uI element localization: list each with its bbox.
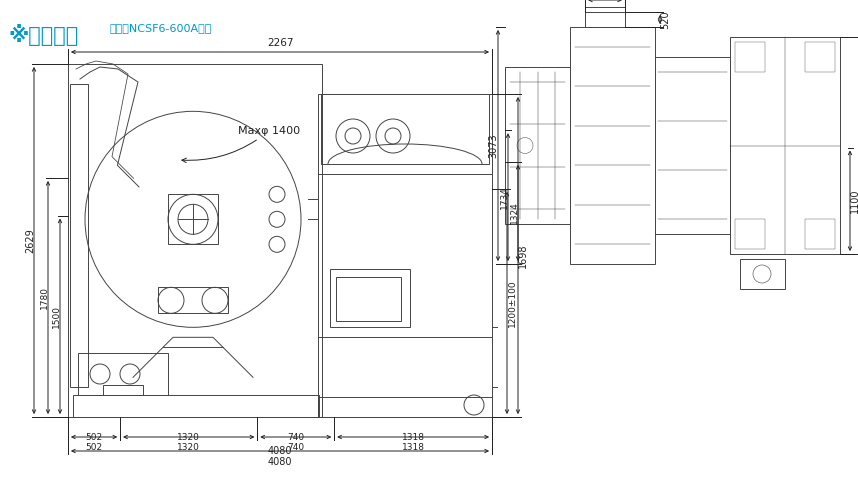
Text: 740: 740 — [287, 433, 305, 442]
Text: 740: 740 — [287, 443, 305, 452]
Text: 3073: 3073 — [488, 133, 498, 158]
Text: 502: 502 — [86, 433, 103, 442]
Text: 2267: 2267 — [267, 38, 293, 48]
Text: 502: 502 — [86, 443, 103, 452]
Bar — [505, 67, 570, 224]
Bar — [321, 94, 489, 164]
Text: 1500: 1500 — [51, 305, 61, 328]
Text: 1780: 1780 — [39, 286, 49, 309]
Bar — [70, 84, 88, 387]
Bar — [805, 219, 835, 249]
Bar — [318, 94, 492, 417]
Bar — [68, 64, 322, 417]
Bar — [740, 259, 785, 289]
Text: 1200±100: 1200±100 — [507, 279, 517, 327]
Bar — [655, 57, 730, 234]
Text: 1320: 1320 — [178, 433, 200, 442]
Text: 以常用NCSF6-600A展示: 以常用NCSF6-600A展示 — [110, 23, 213, 33]
Text: 1698: 1698 — [518, 243, 528, 268]
Text: ※外形尺寸: ※外形尺寸 — [8, 24, 78, 46]
Text: Maxφ 1400: Maxφ 1400 — [182, 125, 300, 162]
Bar — [168, 194, 218, 244]
Bar — [336, 277, 401, 321]
Text: 1318: 1318 — [402, 433, 425, 442]
Bar — [330, 269, 410, 327]
Text: 1320: 1320 — [178, 443, 200, 452]
Text: 1100: 1100 — [850, 189, 858, 213]
Bar — [570, 27, 655, 264]
Bar — [735, 42, 765, 72]
Bar — [158, 287, 228, 313]
Bar — [78, 353, 168, 395]
Text: 1734: 1734 — [499, 186, 509, 208]
Bar — [103, 385, 143, 395]
Text: 520: 520 — [660, 10, 670, 29]
Text: 4080: 4080 — [268, 457, 293, 467]
Text: 4080: 4080 — [268, 446, 293, 456]
Bar — [805, 42, 835, 72]
Bar — [318, 397, 492, 417]
Text: 2629: 2629 — [25, 228, 35, 253]
Bar — [730, 37, 840, 254]
Text: 1324: 1324 — [510, 202, 518, 224]
Bar — [585, 12, 625, 27]
Bar — [73, 395, 319, 417]
Bar — [735, 219, 765, 249]
Text: 1318: 1318 — [402, 443, 425, 452]
